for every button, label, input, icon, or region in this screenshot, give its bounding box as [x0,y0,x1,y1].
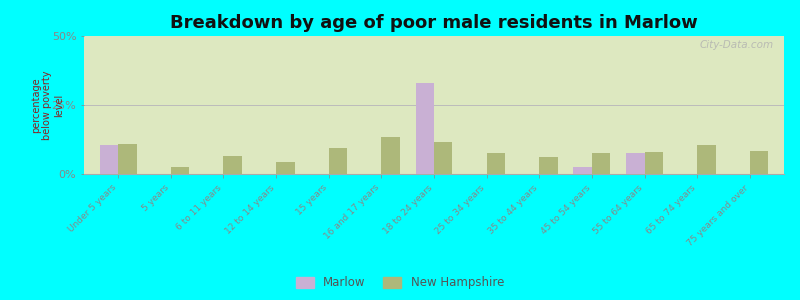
Bar [100,145,118,174]
Bar [750,151,768,174]
Title: Breakdown by age of poor male residents in Marlow: Breakdown by age of poor male residents … [170,14,698,32]
Bar [574,167,592,174]
Bar [415,83,434,174]
Y-axis label: percentage
below poverty
level: percentage below poverty level [31,70,64,140]
Legend: Marlow, New Hampshire: Marlow, New Hampshire [291,272,509,294]
Bar [171,167,190,174]
Bar [539,158,558,174]
Bar [626,153,645,174]
Bar [329,148,347,174]
Bar [592,153,610,174]
Bar [276,162,294,174]
Bar [118,144,137,174]
Text: City-Data.com: City-Data.com [699,40,774,50]
Bar [697,145,715,174]
Bar [382,137,400,174]
Bar [486,153,505,174]
Bar [434,142,453,174]
Bar [645,152,663,174]
Bar [223,156,242,174]
